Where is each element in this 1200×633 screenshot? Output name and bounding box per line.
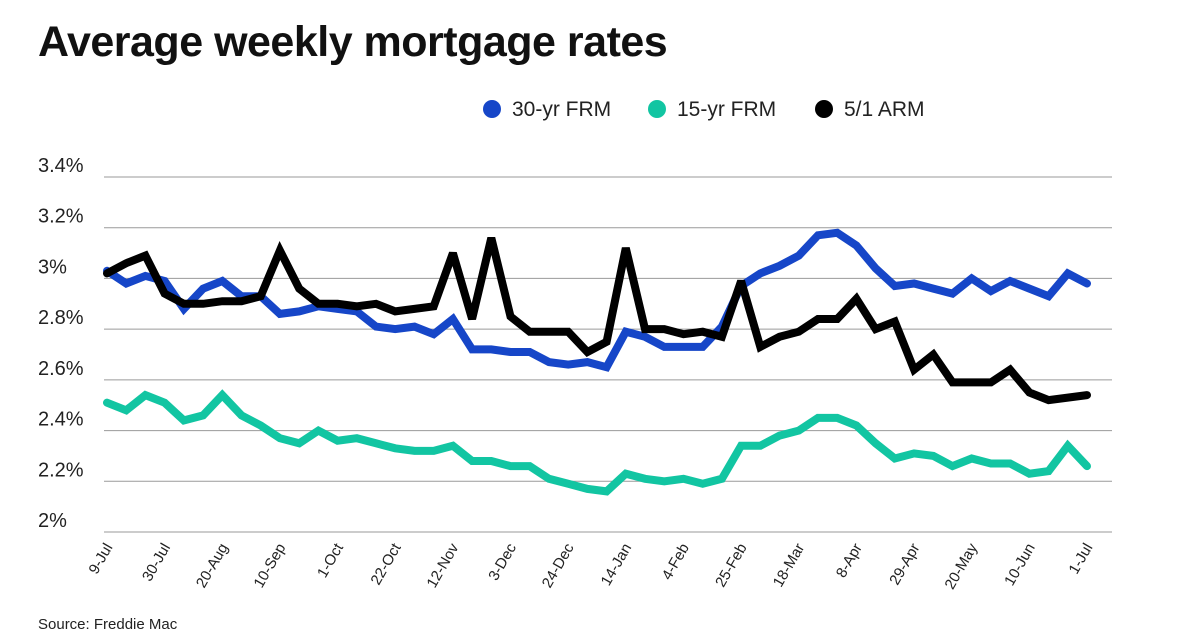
- x-tick-label: 20-May: [941, 540, 981, 592]
- legend-marker-30-yr-frm: [483, 100, 501, 118]
- legend-label-5-1-arm: 5/1 ARM: [844, 98, 925, 121]
- x-tick-label: 10-Sep: [250, 541, 289, 591]
- y-axis-tick-labels: 2% 2.2% 2.4% 2.6% 2.8% 3% 3.2% 3.4%: [38, 155, 84, 532]
- x-tick-label: 24-Dec: [539, 540, 578, 591]
- x-tick-label: 3-Dec: [485, 540, 520, 584]
- y-tick-label: 2.8%: [38, 307, 84, 329]
- legend: 30-yr FRM 15-yr FRM 5/1 ARM: [483, 98, 925, 121]
- x-tick-label: 20-Aug: [193, 541, 232, 591]
- y-tick-label: 2.4%: [38, 409, 84, 431]
- x-tick-label: 14-Jan: [598, 541, 636, 589]
- series-lines: [103, 228, 1091, 496]
- legend-label-30-yr-frm: 30-yr FRM: [512, 98, 611, 121]
- y-tick-label: 3.2%: [38, 206, 84, 228]
- x-tick-label: 9-Jul: [85, 541, 116, 578]
- y-tick-label: 2.6%: [38, 358, 84, 380]
- y-tick-label: 3%: [38, 256, 67, 278]
- y-tick-label: 2.2%: [38, 459, 84, 481]
- y-tick-label: 3.4%: [38, 155, 84, 177]
- series-line-5-1-arm: [103, 236, 1091, 405]
- x-tick-label: 22-Oct: [367, 540, 405, 588]
- x-tick-label: 1-Oct: [314, 540, 347, 581]
- source-note: Source: Freddie Mac: [38, 616, 178, 633]
- x-tick-label: 25-Feb: [712, 541, 750, 591]
- legend-marker-15-yr-frm: [648, 100, 666, 118]
- y-tick-label: 2%: [38, 510, 67, 532]
- x-tick-label: 8-Apr: [833, 541, 866, 581]
- grid-lines: [104, 176, 1112, 533]
- x-tick-label: 30-Jul: [139, 541, 174, 585]
- legend-label-15-yr-frm: 15-yr FRM: [677, 98, 776, 121]
- x-tick-label: 1-Jul: [1065, 541, 1096, 578]
- x-tick-label: 18-Mar: [770, 540, 808, 590]
- x-tick-label: 4-Feb: [659, 541, 693, 583]
- legend-marker-5-1-arm: [815, 100, 833, 118]
- x-tick-label: 10-Jun: [1001, 541, 1039, 589]
- series-line-30-yr-frm: [103, 228, 1091, 372]
- series-line-15-yr-frm: [103, 389, 1091, 496]
- x-axis-tick-labels: 9-Jul 30-Jul 20-Aug 10-Sep 1-Oct 22-Oct 12-Nov…: [85, 540, 1096, 593]
- x-tick-label: 12-Nov: [423, 540, 462, 591]
- x-tick-label: 29-Apr: [886, 541, 923, 588]
- chart-title: Average weekly mortgage rates: [38, 18, 668, 66]
